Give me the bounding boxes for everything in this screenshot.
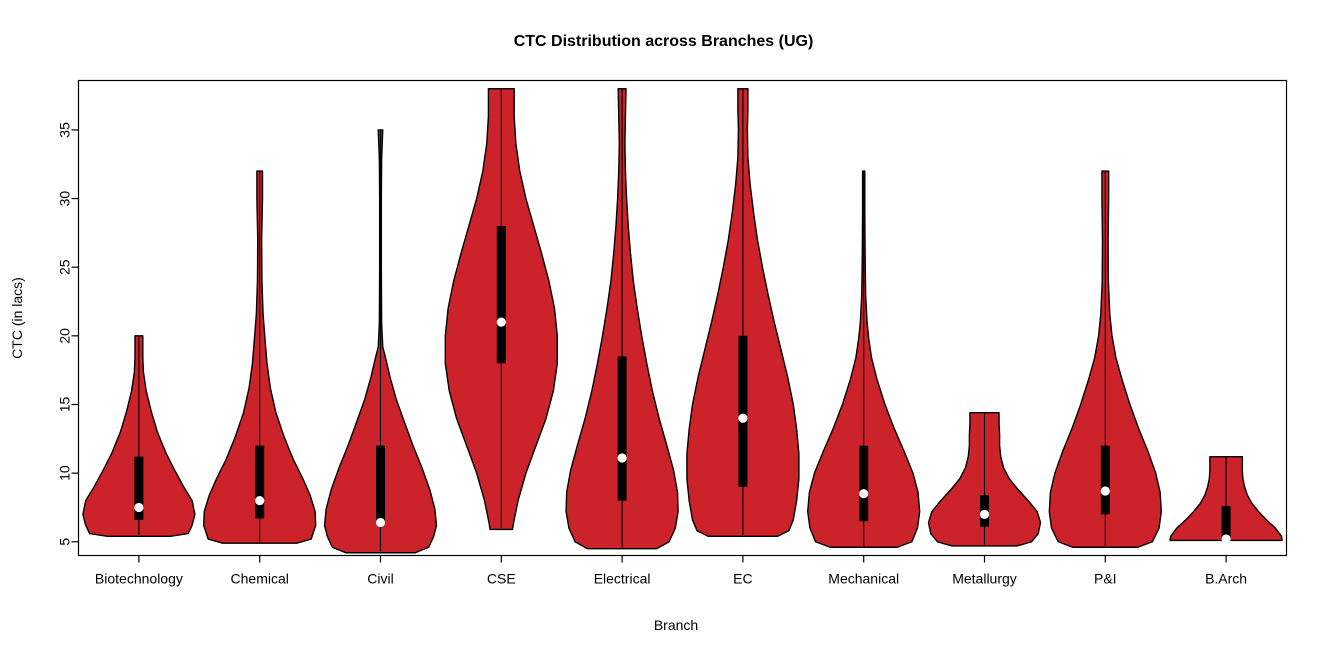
x-tick-label-civil: Civil [367,571,393,587]
iqr-box [496,226,506,364]
y-axis-title: CTC (in lacs) [9,277,25,359]
violin-b-arch[interactable] [1169,455,1283,544]
violin-civil[interactable] [323,129,438,554]
y-tick-label: 25 [57,259,73,275]
y-tick-label: 20 [57,328,73,344]
x-axis-title: Branch [654,617,698,633]
violin-metallurgy[interactable] [927,412,1042,547]
violin-ec[interactable] [686,88,800,537]
x-tick-label-p-i: P&I [1094,571,1117,587]
page-title: CTC Distribution across Branches (UG) [514,33,814,50]
violin-p-i[interactable] [1048,170,1163,548]
median-marker [134,502,144,513]
x-tick-label-b-arch: B.Arch [1205,571,1247,587]
iqr-box [134,456,144,520]
median-marker [738,413,748,423]
median-marker [1100,486,1110,496]
median-marker [617,453,627,463]
violin-chemical[interactable] [202,170,317,544]
x-tick-label-electrical: Electrical [594,571,651,587]
y-tick-label: 10 [57,465,73,481]
median-marker [496,317,506,327]
iqr-box [738,335,748,487]
median-marker [859,489,869,499]
x-tick-label-mechanical: Mechanical [828,571,899,587]
iqr-box [859,445,869,522]
iqr-box [1221,506,1231,540]
violin-biotechnology[interactable] [82,335,196,537]
x-tick-label-ec: EC [733,571,752,587]
median-marker [979,509,990,519]
x-tick-label-chemical: Chemical [231,571,289,587]
y-tick-label: 35 [57,122,73,138]
median-marker [1221,534,1231,544]
x-axis: Biotechnology Chemical Civil CSE Electrical E… [95,555,1247,587]
plot-frame [77,79,1288,557]
violin-mechanical[interactable] [807,170,921,548]
violin-cse[interactable] [444,88,558,531]
x-tick-label-metallurgy: Metallurgy [952,571,1017,587]
y-tick-label: 5 [57,538,73,546]
violin-series-group [82,88,1283,554]
iqr-box [617,356,627,501]
median-marker [255,495,265,506]
y-tick-label: 15 [57,396,73,412]
y-tick-label: 30 [57,191,73,207]
violin-electrical[interactable] [565,88,679,550]
x-tick-label-biotechnology: Biotechnology [95,571,183,587]
iqr-box [255,445,265,519]
x-tick-label-cse: CSE [487,571,516,587]
iqr-box [376,445,385,523]
y-axis: 5 10 15 20 25 30 35 [57,122,79,546]
iqr-box [1100,445,1110,515]
median-marker [375,517,386,528]
